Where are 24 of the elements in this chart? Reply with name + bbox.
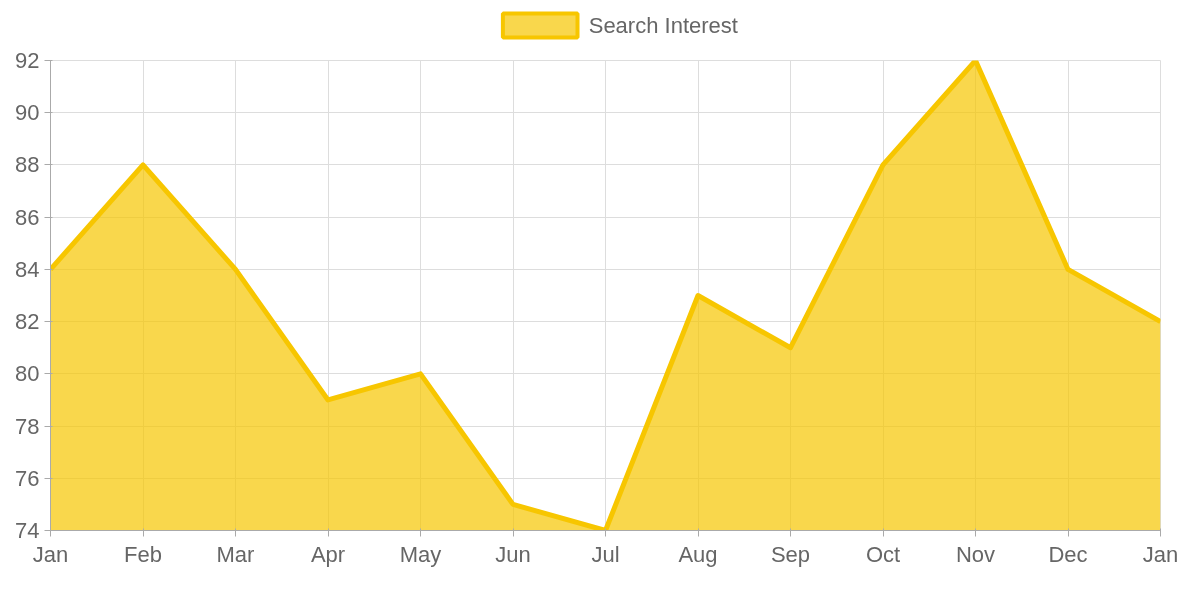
y-tick-label: 88 [15, 152, 40, 178]
x-tick-label: Oct [865, 541, 901, 567]
y-tick-label: 76 [15, 465, 40, 491]
x-tick-label: Jan [1142, 541, 1179, 567]
y-tick-label: 80 [15, 361, 40, 387]
x-tick-label: Jul [591, 541, 620, 567]
x-tick-label: Dec [1048, 541, 1088, 567]
x-tick-label: Apr [310, 541, 346, 567]
x-tick-label: May [399, 541, 442, 567]
y-tick-label: 78 [15, 413, 40, 439]
x-tick-label: Nov [955, 541, 996, 567]
x-tick-label: Mar [216, 541, 255, 567]
y-tick-label: 90 [15, 100, 40, 126]
x-tick-label: Jun [495, 541, 531, 567]
y-tick-label: 92 [15, 48, 40, 73]
x-tick-label: Sep [770, 541, 811, 567]
y-tick-label: 74 [15, 518, 40, 543]
x-tick-label: Jan [32, 541, 69, 567]
y-tick-label: 82 [15, 309, 40, 335]
legend-label: Search Interest [588, 13, 738, 38]
y-tick-label: 84 [15, 256, 40, 282]
x-tick-label: Aug [678, 541, 718, 567]
x-tick-label: Feb [124, 541, 162, 567]
y-tick-label: 86 [15, 204, 40, 230]
